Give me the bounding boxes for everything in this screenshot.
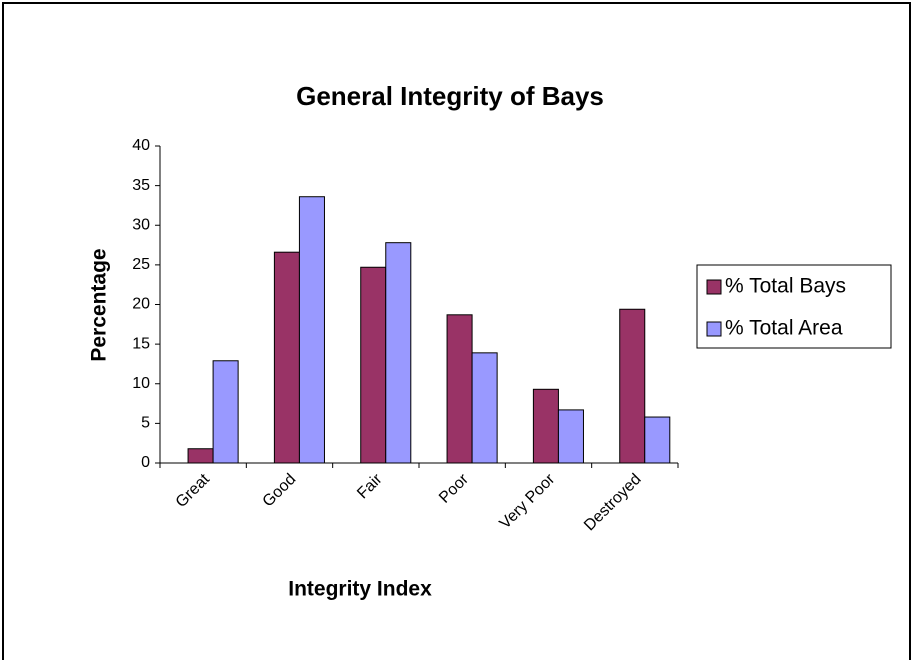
- bar: [446, 314, 473, 464]
- bar: [212, 360, 239, 464]
- bar: [644, 416, 671, 464]
- y-tick-label: 10: [132, 375, 150, 392]
- y-tick-label: 35: [132, 177, 150, 194]
- legend-swatch: [706, 321, 722, 337]
- bar: [273, 251, 300, 464]
- legend-label: % Total Area: [725, 317, 843, 340]
- chart-title: General Integrity of Bays: [296, 81, 604, 111]
- y-axis-label: Percentage: [88, 248, 111, 361]
- y-tick-label: 40: [132, 137, 150, 154]
- bar: [187, 448, 214, 464]
- y-tick-label: 20: [132, 296, 150, 313]
- legend-label: % Total Bays: [725, 275, 846, 298]
- bar: [557, 409, 584, 464]
- bar: [619, 308, 646, 464]
- legend-swatch: [706, 279, 722, 295]
- y-tick-label: 5: [141, 415, 150, 432]
- bar: [360, 266, 387, 464]
- y-tick-label: 30: [132, 216, 150, 233]
- legend: [696, 264, 892, 349]
- y-tick-label: 25: [132, 256, 150, 273]
- y-tick-label: 15: [132, 335, 150, 352]
- x-axis-label: Integrity Index: [288, 578, 432, 601]
- y-tick-label: 0: [141, 454, 150, 471]
- bar: [471, 352, 498, 464]
- bar: [532, 388, 559, 464]
- bar: [385, 242, 412, 464]
- bar: [298, 196, 325, 464]
